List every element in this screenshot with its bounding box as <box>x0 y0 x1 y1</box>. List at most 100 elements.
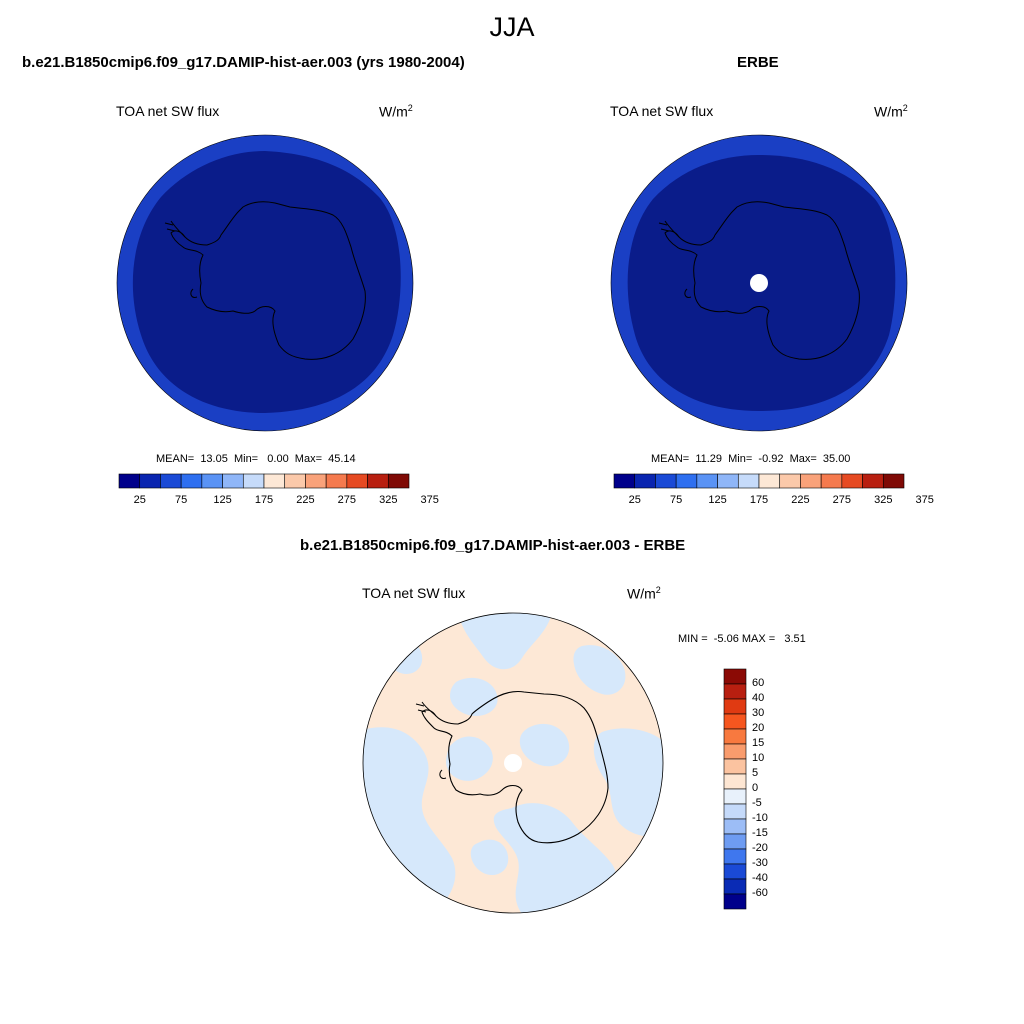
colorbar-labels-diff: 60 40 30 20 15 10 5 0 -5 -10 -15 -20 -30 -40 -60 <box>752 669 792 909</box>
colorbar-swatch <box>882 473 905 489</box>
polar-map-diff <box>362 612 664 914</box>
colorbar-tick-label: 5 <box>752 767 759 779</box>
colorbar-tick-label: -40 <box>752 872 768 884</box>
colorbar-swatch <box>723 773 747 790</box>
colorbar-swatch <box>242 473 265 489</box>
stats-model: MEAN= 13.05 Min= 0.00 Max= 45.14 <box>156 453 356 465</box>
colorbar-swatch <box>800 473 822 489</box>
colorbar-swatch <box>723 698 747 715</box>
colorbar-tick-label: 10 <box>752 752 765 764</box>
colorbar-swatch <box>737 473 760 489</box>
colorbar-tick-label: 25 <box>133 494 146 506</box>
ocean-inner-field <box>132 151 401 413</box>
colorbar-tick-label: -5 <box>752 797 762 809</box>
colorbar-swatch <box>139 473 161 489</box>
colorbar-tick-label: 275 <box>832 494 852 506</box>
stats-obs: MEAN= 11.29 Min= -0.92 Max= 35.00 <box>651 453 851 465</box>
colorbar-swatch <box>723 878 747 895</box>
colorbar-swatch <box>723 803 747 820</box>
colorbar-swatch <box>367 473 389 489</box>
colorbar-model <box>118 473 410 489</box>
colorbar-swatch <box>655 473 677 489</box>
colorbar-swatch <box>613 473 636 489</box>
colorbar-obs <box>613 473 905 489</box>
colorbar-tick-label: 60 <box>752 677 765 689</box>
units-label-obs: W/m2 <box>874 103 908 120</box>
colorbar-swatch <box>201 473 223 489</box>
variable-label-obs: TOA net SW flux <box>610 103 714 119</box>
colorbar-swatch <box>634 473 656 489</box>
colorbar-swatch <box>723 818 747 835</box>
colorbar-tick-label: -15 <box>752 827 768 839</box>
colorbar-swatch <box>723 758 747 775</box>
colorbar-swatch <box>862 473 884 489</box>
colorbar-swatch <box>723 683 747 700</box>
panel-title-diff: b.e21.B1850cmip6.f09_g17.DAMIP-hist-aer.… <box>300 537 686 554</box>
variable-label-diff: TOA net SW flux <box>362 585 466 601</box>
colorbar-diff <box>723 668 747 910</box>
colorbar-tick-label: 125 <box>213 494 232 506</box>
colorbar-swatch <box>305 473 327 489</box>
colorbar-swatch <box>160 473 182 489</box>
colorbar-tick-label: -10 <box>752 812 768 824</box>
colorbar-labels-obs: 25 75 125 175 225 275 325 375 <box>614 494 934 508</box>
colorbar-tick-label: 40 <box>752 692 765 704</box>
colorbar-tick-label: 275 <box>337 494 357 506</box>
colorbar-labels-model: 25 75 125 175 225 275 325 375 <box>119 494 439 508</box>
figure-title: JJA <box>489 12 535 42</box>
panel-title-model: b.e21.B1850cmip6.f09_g17.DAMIP-hist-aer.… <box>22 54 465 71</box>
colorbar-tick-label: 175 <box>749 494 769 506</box>
colorbar-tick-label: 75 <box>175 494 188 506</box>
colorbar-swatch <box>118 473 141 489</box>
colorbar-swatch <box>841 473 863 489</box>
colorbar-swatch <box>180 473 203 489</box>
colorbar-tick-label: 375 <box>420 494 439 506</box>
stats-diff: MIN = -5.06 MAX = 3.51 <box>678 633 806 645</box>
colorbar-swatch <box>723 728 747 745</box>
colorbar-tick-label: -30 <box>752 857 768 869</box>
units-label-model: W/m2 <box>379 103 413 120</box>
colorbar-swatch <box>723 863 747 880</box>
colorbar-swatch <box>758 473 781 489</box>
colorbar-swatch <box>723 833 747 850</box>
colorbar-tick-label: 225 <box>791 494 810 506</box>
colorbar-swatch <box>222 473 244 489</box>
colorbar-swatch <box>717 473 739 489</box>
colorbar-tick-label: 125 <box>708 494 727 506</box>
colorbar-swatch <box>723 788 747 805</box>
colorbar-swatch <box>820 473 843 489</box>
colorbar-swatch <box>675 473 698 489</box>
map-boundary <box>362 612 664 914</box>
colorbar-tick-label: 325 <box>379 494 398 506</box>
colorbar-tick-label: 375 <box>915 494 934 506</box>
colorbar-tick-label: 30 <box>752 707 765 719</box>
colorbar-swatch <box>723 668 747 685</box>
variable-label-model: TOA net SW flux <box>116 103 220 119</box>
colorbar-swatch <box>723 743 747 760</box>
colorbar-swatch <box>284 473 306 489</box>
colorbar-swatch <box>263 473 286 489</box>
colorbar-tick-label: 25 <box>628 494 641 506</box>
colorbar-swatch <box>325 473 348 489</box>
colorbar-tick-label: -60 <box>752 887 768 899</box>
colorbar-tick-label: 175 <box>254 494 274 506</box>
colorbar-tick-label: 0 <box>752 782 759 794</box>
colorbar-tick-label: 75 <box>670 494 683 506</box>
colorbar-tick-label: -20 <box>752 842 768 854</box>
colorbar-swatch <box>779 473 801 489</box>
panel-title-obs: ERBE <box>737 54 779 71</box>
colorbar-tick-label: 20 <box>752 722 765 734</box>
units-label-diff: W/m2 <box>627 585 661 602</box>
colorbar-swatch <box>346 473 368 489</box>
colorbar-tick-label: 15 <box>752 737 765 749</box>
colorbar-tick-label: 325 <box>874 494 893 506</box>
colorbar-swatch <box>723 713 747 730</box>
colorbar-swatch <box>387 473 410 489</box>
colorbar-swatch <box>723 848 747 865</box>
pole-hole <box>504 754 522 772</box>
colorbar-swatch <box>696 473 718 489</box>
polar-map-obs <box>610 134 908 432</box>
colorbar-swatch <box>723 893 747 910</box>
pole-hole <box>750 274 768 292</box>
colorbar-tick-label: 225 <box>296 494 315 506</box>
